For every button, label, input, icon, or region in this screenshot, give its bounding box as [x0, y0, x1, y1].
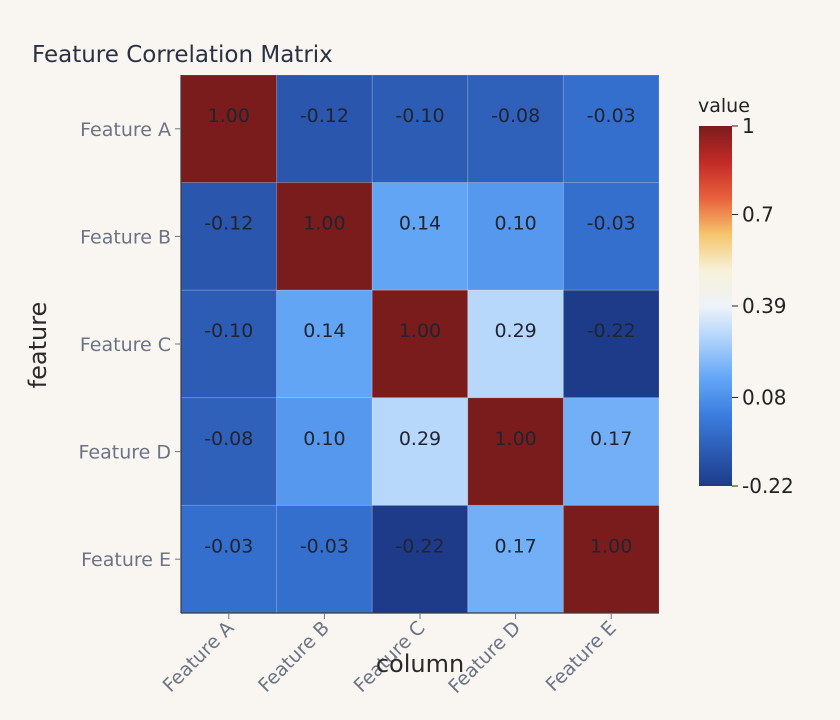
cell-value-label: 0.17: [494, 535, 536, 557]
x-tick-label: Feature A: [159, 617, 239, 697]
cell-value-label: 1.00: [208, 105, 250, 127]
heatmap-cell: [180, 74, 278, 184]
colorbar-tick-label: 0.08: [742, 385, 787, 409]
cell-value-label: 0.17: [590, 428, 632, 450]
y-axis: Feature A Feature B Feature C Feature D Feat…: [79, 75, 182, 613]
y-tick-label: Feature B: [80, 226, 171, 248]
heatmap-cell: [467, 504, 564, 614]
x-tick-label: Feature B: [254, 617, 334, 697]
cell-value-label: -0.22: [587, 320, 636, 342]
cell-value-label: 1.00: [590, 535, 632, 557]
heatmap-cell: [180, 397, 278, 506]
colorbar-tick-label: -0.22: [742, 474, 794, 498]
cell-value-label: 0.14: [303, 320, 345, 342]
heatmap-cell: [276, 182, 373, 291]
heatmap-cell: [562, 182, 660, 291]
heatmap-cells: [180, 74, 660, 614]
heatmap-cell: [180, 289, 278, 399]
cell-value-label: -0.03: [204, 535, 253, 557]
y-axis-title: feature: [24, 302, 52, 389]
cell-value-label: 0.10: [303, 428, 345, 450]
cell-value-label: -0.22: [395, 535, 444, 557]
cell-value-label: 1.00: [494, 428, 536, 450]
cell-value-label: 0.10: [494, 213, 536, 235]
colorbar: [699, 126, 732, 486]
heatmap-cell: [562, 74, 660, 184]
cell-value-label: -0.10: [395, 105, 444, 127]
heatmap-cell: [180, 182, 278, 291]
heatmap-cell: [371, 182, 469, 291]
y-tick-label: Feature A: [80, 119, 171, 141]
colorbar-ticks: 1 0.7 0.39 0.08 -0.22: [732, 114, 794, 498]
heatmap-cell: [562, 504, 660, 614]
heatmap-cell: [276, 504, 373, 614]
y-tick-label: Feature C: [80, 334, 171, 356]
cell-value-label: -0.03: [587, 213, 636, 235]
cell-value-label: 1.00: [399, 320, 441, 342]
heatmap-cell: [467, 182, 564, 291]
heatmap-cell: [562, 397, 660, 506]
y-tick-label: Feature E: [81, 549, 171, 571]
heatmap-cell: [371, 289, 469, 399]
x-axis-title: column: [376, 650, 464, 678]
heatmap-cell: [371, 397, 469, 506]
cell-value-label: -0.03: [300, 535, 349, 557]
x-tick-label: Feature E: [542, 617, 621, 696]
colorbar-tick-label: 1: [742, 114, 755, 138]
heatmap-cell: [180, 504, 278, 614]
cell-value-label: -0.08: [491, 105, 540, 127]
heatmap-cell: [371, 74, 469, 184]
cell-value-label: 0.14: [399, 213, 441, 235]
heatmap-cell: [467, 397, 564, 506]
cell-value-label: -0.03: [587, 105, 636, 127]
cell-value-label: -0.10: [204, 320, 253, 342]
y-tick-label: Feature D: [79, 442, 171, 464]
heatmap-cell: [276, 397, 373, 506]
colorbar-tick-label: 0.39: [742, 294, 787, 318]
cell-value-label: -0.12: [300, 105, 349, 127]
heatmap-cell: [276, 74, 373, 184]
heatmap-cell: [467, 289, 564, 399]
chart-title: Feature Correlation Matrix: [32, 42, 333, 68]
cell-value-label: 0.29: [399, 428, 441, 450]
heatmap-cell: [371, 504, 469, 614]
heatmap-cell-labels: 1.00 -0.12 -0.10 -0.08 -0.03 -0.12 1.00 0.14 0.1…: [204, 105, 636, 557]
colorbar-title: value: [698, 95, 750, 117]
cell-value-label: -0.12: [204, 213, 253, 235]
cell-value-label: 1.00: [303, 213, 345, 235]
heatmap-cell: [467, 74, 564, 184]
colorbar-tick-label: 0.7: [742, 203, 774, 227]
cell-value-label: -0.08: [204, 428, 253, 450]
heatmap-cell: [276, 289, 373, 399]
cell-value-label: 0.29: [494, 320, 536, 342]
heatmap-cell: [562, 289, 660, 399]
